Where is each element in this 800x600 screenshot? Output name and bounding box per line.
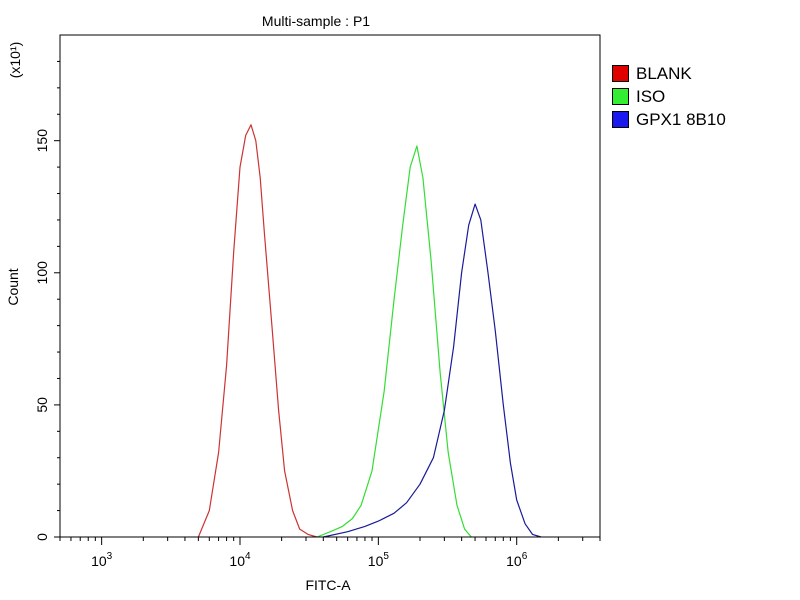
y-tick-label: 50 (34, 397, 50, 413)
x-tick-label: 105 (368, 551, 390, 569)
series-line-gpx1-8b10 (323, 203, 542, 538)
legend-item-blank: BLANK (612, 62, 726, 85)
legend-label-gpx1: GPX1 8B10 (636, 109, 726, 129)
y-multiplier-label: (x10¹) (7, 42, 23, 79)
chart-title: Multi-sample : P1 (262, 13, 370, 29)
legend-swatch-gpx1 (612, 111, 629, 128)
y-tick-label: 100 (34, 261, 50, 285)
y-tick-label: 150 (34, 129, 50, 153)
x-tick-label: 103 (91, 551, 113, 569)
legend-swatch-iso (612, 88, 629, 105)
series-line-iso (316, 145, 472, 538)
x-tick-label: 104 (229, 551, 251, 569)
legend-item-gpx1: GPX1 8B10 (612, 108, 726, 131)
x-tick-label: 106 (506, 551, 528, 569)
y-tick-label: 0 (34, 533, 50, 541)
legend-label-iso: ISO (636, 86, 666, 106)
legend-swatch-blank (612, 65, 629, 82)
legend-label-blank: BLANK (636, 63, 692, 83)
axes: 0 50 100 150 103 104 105 106 (34, 34, 601, 569)
x-axis-label: FITC-A (305, 577, 351, 593)
series-lines (197, 124, 542, 538)
series-line-blank (197, 124, 318, 538)
legend: BLANK ISO GPX1 8B10 (612, 62, 726, 131)
plot-frame (59, 34, 601, 538)
y-axis-label: Count (5, 268, 21, 305)
legend-item-iso: ISO (612, 85, 726, 108)
